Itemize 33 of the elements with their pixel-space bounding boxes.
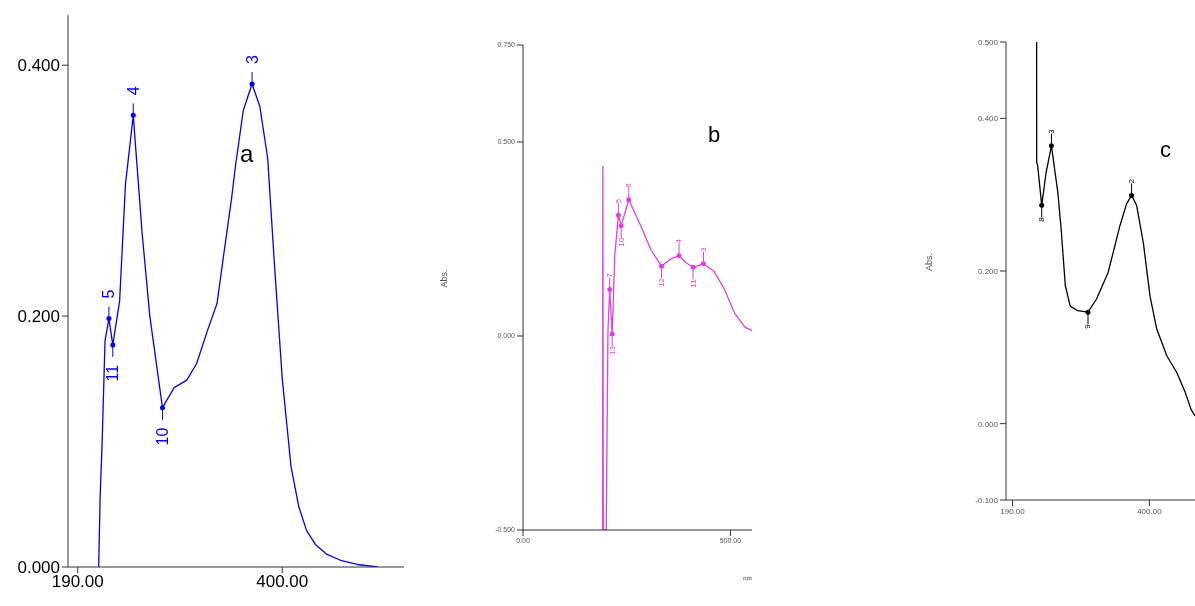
y-tick-label: 0.200: [17, 307, 60, 327]
annotation: 3: [1046, 128, 1056, 134]
annotation: 10: [616, 237, 626, 247]
annotation: 11: [688, 278, 698, 288]
annotation: 4: [124, 86, 142, 96]
y-tick-label: 0.400: [977, 114, 999, 124]
y-tick-label: 0.500: [977, 37, 999, 47]
x-tick-label: 400.00: [1137, 506, 1163, 516]
annotation: 3: [698, 246, 708, 252]
annotation: b: [708, 122, 721, 148]
annotation: 13: [607, 345, 617, 355]
y-tick-label: 0.400: [17, 56, 60, 76]
annotation: 11: [104, 364, 122, 382]
annotation: a: [240, 140, 254, 168]
y-tick-label: -0.100: [975, 495, 999, 505]
annotation: 7: [605, 272, 615, 278]
y-tick-label: 0.200: [977, 266, 999, 276]
annotation: 6: [624, 182, 634, 188]
y-tick-label: 0.000: [977, 419, 999, 429]
annotation: 8: [1037, 216, 1047, 222]
annotation: 5: [100, 289, 118, 299]
annotation: 5: [613, 198, 623, 204]
y-axis-title: Abs.: [924, 252, 935, 271]
annotation: 10: [153, 427, 171, 446]
annotation: c: [1160, 137, 1171, 163]
annotation: 2: [1127, 178, 1137, 184]
annotation: 3: [243, 55, 261, 64]
annotation: 12: [657, 277, 667, 288]
annotation: 4: [674, 238, 684, 244]
x-tick-label: 190.00: [1000, 506, 1026, 516]
y-axis-title: Abs.: [439, 269, 450, 288]
x-tick-label: 400.00: [256, 572, 309, 592]
annotation: 9: [1083, 323, 1093, 329]
